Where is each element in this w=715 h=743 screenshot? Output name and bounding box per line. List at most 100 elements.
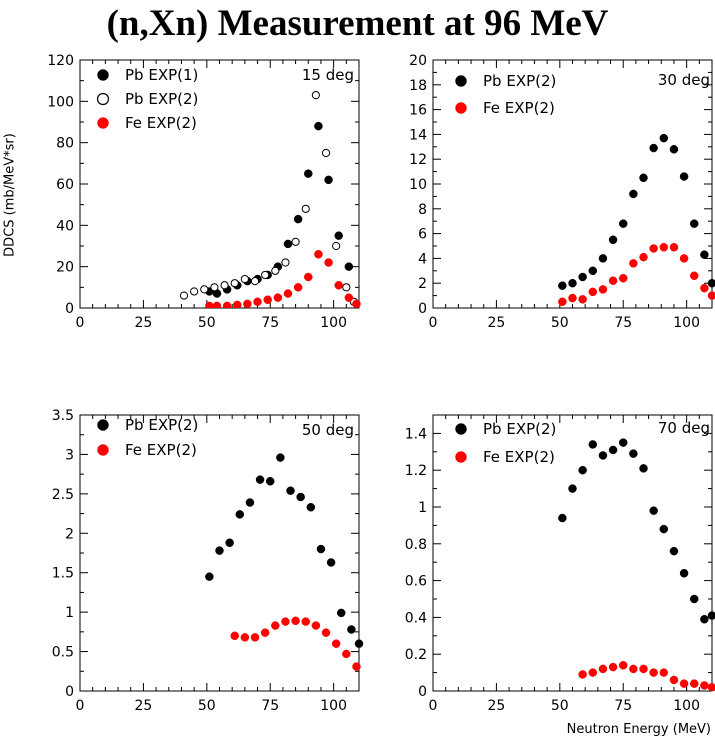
legend-marker (455, 423, 467, 435)
data-point-pb-exp-2- (316, 544, 326, 554)
legend-label: Fe EXP(2) (125, 114, 197, 132)
panel-4: 0 25 50 75 100 0 0.2 0.4 0.6 0.8 1 1.2 1.4 Pb EXP(2) F… (405, 414, 715, 714)
legend-label: Pb EXP(2) (483, 420, 556, 438)
y-tick-label: 0.8 (405, 537, 427, 553)
y-tick-label: 0 (418, 301, 427, 317)
data-point-fe-exp-2- (212, 301, 222, 308)
data-point-fe-exp-2- (707, 291, 715, 300)
legend-label: Fe EXP(2) (125, 441, 197, 459)
legend-marker (97, 69, 109, 81)
data-point-fe-exp-2- (598, 285, 608, 294)
data-point-pb-exp-2- (558, 281, 567, 290)
data-point-fe-exp-2- (334, 281, 343, 290)
data-point-pb-exp-2- (336, 608, 346, 618)
data-point-pb-exp-2- (255, 475, 265, 484)
data-point-fe-exp-2- (240, 633, 250, 642)
panel-3: 0 25 50 75 100 0 0.5 1 1.5 2 2.5 3 3.5 Pb EXP(2) Fe EX… (52, 408, 364, 714)
data-point-pb-exp-2- (649, 143, 658, 153)
data-point-pb-exp-2- (296, 492, 305, 502)
x-tick-label: 0 (429, 698, 438, 714)
data-point-pb-exp-2- (342, 283, 351, 292)
data-point-fe-exp-2- (281, 617, 290, 626)
y-tick-label: 0.6 (405, 574, 427, 590)
data-points (558, 133, 715, 307)
x-tick-label: 75 (614, 315, 632, 331)
x-tick-label: 25 (134, 315, 152, 331)
data-point-pb-exp-2- (679, 568, 689, 578)
data-point-pb-exp-2- (659, 133, 669, 143)
data-point-fe-exp-2- (639, 664, 648, 674)
y-tick-label: 1 (65, 605, 74, 621)
data-point-fe-exp-2- (314, 250, 323, 259)
data-point-fe-exp-2- (321, 628, 331, 637)
data-point-pb-exp-2- (679, 172, 689, 181)
angle-label: 70 deg (658, 419, 710, 437)
x-axis-label: Neutron Energy (MeV) (566, 722, 711, 737)
legend-marker (455, 75, 467, 87)
x-tick-label: 0 (76, 315, 85, 331)
data-point-fe-exp-2- (304, 272, 313, 282)
x-tick-label: 100 (320, 315, 347, 331)
data-point-pb-exp-2- (326, 558, 336, 567)
y-tick-label: 1 (418, 500, 427, 516)
data-points (179, 91, 361, 308)
data-point-fe-exp-2- (639, 252, 648, 262)
y-tick-label: 120 (47, 53, 74, 69)
data-point-fe-exp-2- (707, 683, 715, 691)
data-point-pb-exp-1- (283, 239, 293, 249)
data-point-fe-exp-2- (700, 283, 709, 293)
y-tick-label: 100 (47, 94, 74, 110)
data-point-fe-exp-2- (263, 295, 272, 304)
x-tick-label: 50 (551, 315, 569, 331)
x-tick-label: 0 (76, 698, 85, 714)
data-point-fe-exp-2- (311, 621, 321, 630)
data-point-pb-exp-2- (271, 266, 280, 275)
data-point-pb-exp-2- (230, 279, 239, 288)
data-point-fe-exp-2- (260, 628, 270, 637)
data-point-pb-exp-2- (707, 278, 715, 288)
data-point-fe-exp-2- (608, 276, 618, 285)
angle-label: 30 deg (658, 71, 710, 89)
data-point-pb-exp-2- (306, 503, 316, 512)
data-point-fe-exp-2- (342, 649, 351, 659)
x-tick-label: 50 (551, 698, 569, 714)
data-point-pb-exp-2- (588, 440, 598, 449)
data-point-pb-exp-2- (608, 235, 618, 245)
y-tick-label: 10 (409, 177, 427, 193)
data-point-fe-exp-2- (222, 301, 232, 308)
data-point-fe-exp-2- (659, 242, 669, 252)
data-point-pb-exp-2- (568, 484, 577, 493)
y-tick-label: 3 (65, 447, 74, 463)
data-point-pb-exp-2- (276, 453, 285, 462)
data-point-fe-exp-2- (205, 301, 214, 308)
y-tick-label: 0 (65, 684, 74, 700)
angle-label: 15 deg (302, 66, 354, 84)
data-point-fe-exp-2- (598, 664, 608, 674)
legend-label: Fe EXP(2) (483, 448, 555, 466)
data-point-pb-exp-2- (639, 464, 648, 473)
y-tick-label: 0 (65, 301, 74, 317)
data-point-fe-exp-2- (659, 668, 669, 677)
data-point-pb-exp-2- (215, 546, 224, 555)
data-point-pb-exp-2- (347, 625, 356, 634)
data-point-pb-exp-1- (344, 262, 354, 271)
data-point-fe-exp-2- (283, 289, 293, 298)
data-point-pb-exp-2- (250, 277, 260, 286)
legend-label: Fe EXP(2) (483, 99, 555, 117)
data-point-pb-exp-1- (293, 214, 303, 224)
data-point-pb-exp-2- (598, 254, 608, 263)
x-tick-label: 25 (487, 698, 505, 714)
y-tick-label: 12 (409, 152, 427, 168)
legend-marker (97, 117, 109, 129)
data-point-fe-exp-2- (253, 297, 262, 307)
y-tick-label: 1.5 (52, 566, 74, 582)
data-point-fe-exp-2- (629, 259, 638, 268)
y-tick-label: 2.5 (52, 487, 74, 503)
data-point-fe-exp-2- (243, 299, 252, 308)
legend-marker (96, 92, 110, 106)
data-point-fe-exp-2- (608, 662, 618, 672)
y-tick-label: 8 (418, 202, 427, 218)
x-tick-label: 100 (320, 698, 347, 714)
data-point-fe-exp-2- (324, 258, 333, 267)
